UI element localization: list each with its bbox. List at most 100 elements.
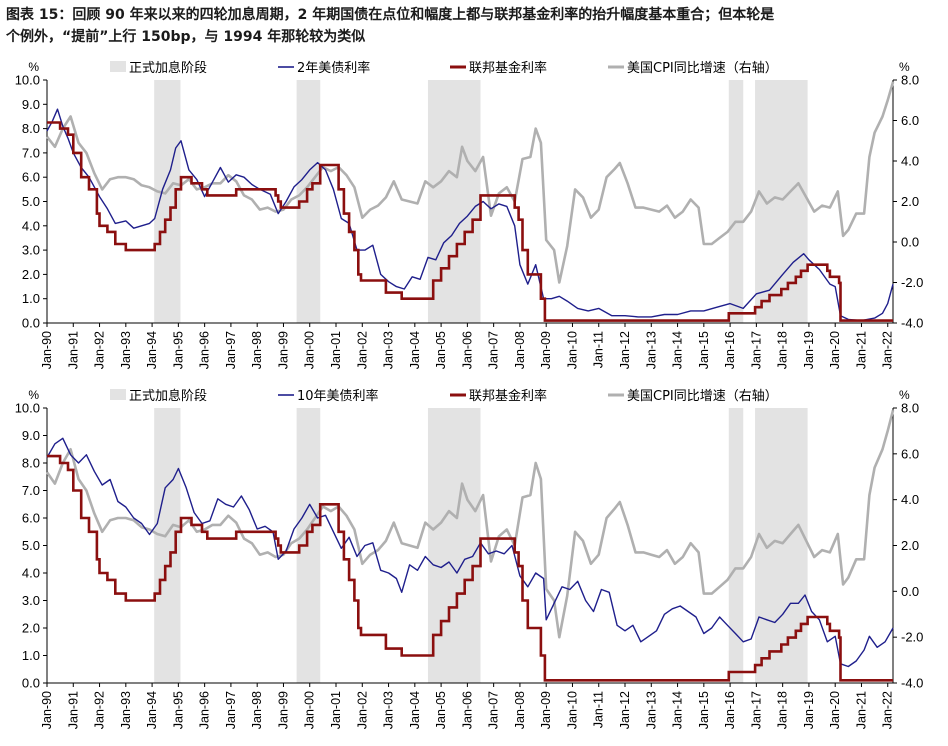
y2-tick-label: 2.0 <box>901 538 919 553</box>
y2-tick-label: -4.0 <box>901 316 923 331</box>
y-tick-label: 1.0 <box>22 291 40 306</box>
x-tick-label: Jan-09 <box>539 691 553 729</box>
x-tick-label: Jan-14 <box>671 331 685 369</box>
hike-period-shade-4 <box>755 408 808 683</box>
x-tick-label: Jan-09 <box>539 331 553 369</box>
x-tick-label: Jan-91 <box>66 691 80 729</box>
y-tick-label: 8.0 <box>22 456 40 471</box>
x-tick-label: Jan-03 <box>382 691 396 729</box>
y-tick-label: 6.0 <box>22 170 40 185</box>
figure-title-line2: 个例外，“提前”上行 150bp，与 1994 年那轮较为类似 <box>6 29 366 45</box>
cpi-line <box>45 409 895 639</box>
x-tick-label: Jan-19 <box>802 691 816 729</box>
x-tick-label: Jan-08 <box>513 691 527 729</box>
hike-period-shade-2 <box>427 408 481 683</box>
x-tick-label: Jan-11 <box>592 331 606 368</box>
x-tick-label: Jan-94 <box>145 331 159 369</box>
x-tick-label: Jan-08 <box>513 331 527 369</box>
x-tick-label: Jan-94 <box>145 691 159 729</box>
x-tick-label: Jan-00 <box>303 331 317 369</box>
legend-cpi-label: 美国CPI同比增速（右轴） <box>627 389 778 404</box>
y2-tick-label: 8.0 <box>901 73 919 88</box>
figure-title-line1: 图表 15：回顾 90 年来以来的四轮加息周期，2 年期国债在点位和幅度上都与联… <box>6 7 775 23</box>
x-tick-label: Jan-21 <box>854 331 868 369</box>
x-tick-label: Jan-13 <box>644 691 658 729</box>
fed-funds-rate-line <box>47 454 893 682</box>
x-tick-label: Jan-90 <box>40 331 54 369</box>
x-tick-label: Jan-14 <box>671 691 685 729</box>
x-tick-label: Jan-97 <box>224 331 238 369</box>
x-tick-label: Jan-03 <box>382 331 396 369</box>
y-tick-label: 10.0 <box>15 73 40 88</box>
hike-period-shade-4 <box>755 80 808 323</box>
x-tick-label: Jan-15 <box>697 691 711 729</box>
y-tick-label: 8.0 <box>22 121 40 136</box>
x-tick-label: Jan-93 <box>119 331 133 369</box>
hike-period-shade-3 <box>728 80 744 323</box>
x-tick-label: Jan-13 <box>644 331 658 369</box>
legend-hike-period-label: 正式加息阶段 <box>129 388 207 404</box>
x-tick-label: Jan-95 <box>171 691 185 729</box>
hike-period-shade-1 <box>296 408 321 683</box>
x-tick-label: Jan-93 <box>119 691 133 729</box>
y2-tick-label: 2.0 <box>901 194 919 209</box>
x-tick-label: Jan-05 <box>434 691 448 729</box>
x-tick-label: Jan-07 <box>487 331 501 369</box>
x-tick-label: Jan-99 <box>276 691 290 729</box>
x-tick-label: Jan-98 <box>250 331 264 369</box>
hike-period-shade-2 <box>427 80 481 323</box>
x-tick-label: Jan-04 <box>408 691 422 729</box>
legend-hike-period-swatch <box>110 61 126 72</box>
x-tick-label: Jan-01 <box>329 691 343 729</box>
x-tick-label: Jan-21 <box>854 691 868 729</box>
y2-tick-label: 6.0 <box>901 113 919 128</box>
legend-hike-period-swatch <box>110 389 126 400</box>
x-tick-label: Jan-96 <box>198 331 212 369</box>
x-tick-label: Jan-97 <box>224 691 238 729</box>
hike-period-shade-1 <box>296 80 321 323</box>
x-tick-label: Jan-99 <box>276 331 290 369</box>
y-tick-label: 4.0 <box>22 566 40 581</box>
legend-fed-funds-rate-label: 联邦基金利率 <box>469 60 547 76</box>
x-tick-label: Jan-16 <box>723 331 737 369</box>
y-tick-label: 5.0 <box>22 194 40 209</box>
y-tick-label: 7.0 <box>22 145 40 160</box>
right-unit-label: % <box>899 60 910 74</box>
legend-treasury-yield-label: 10年美债利率 <box>297 388 379 404</box>
x-tick-label: Jan-20 <box>828 331 842 369</box>
x-tick-label: Jan-91 <box>66 331 80 369</box>
figure-title: 图表 15：回顾 90 年来以来的四轮加息周期，2 年期国债在点位和幅度上都与联… <box>6 4 942 48</box>
x-tick-label: Jan-18 <box>776 691 790 729</box>
x-tick-label: Jan-10 <box>565 691 579 729</box>
x-tick-label: Jan-16 <box>723 691 737 729</box>
x-tick-label: Jan-18 <box>776 331 790 369</box>
y-tick-label: 0.0 <box>22 316 40 331</box>
x-tick-label: Jan-00 <box>303 691 317 729</box>
chart-10yr-treasury: 0.0 1.0 2.0 3.0 4.0 5.0 6.0 7.0 8.0 9.0 10.0 -4.0 -2… <box>15 388 924 729</box>
x-tick-label: Jan-02 <box>355 691 369 729</box>
x-tick-label: Jan-12 <box>618 331 632 369</box>
y2-tick-label: 6.0 <box>901 446 919 461</box>
hike-period-shade-3 <box>728 408 744 683</box>
y-tick-label: 6.0 <box>22 511 40 526</box>
x-tick-label: Jan-92 <box>93 331 107 369</box>
legend-hike-period-label: 正式加息阶段 <box>129 60 207 76</box>
y-tick-label: 0.0 <box>22 676 40 691</box>
x-tick-label: Jan-11 <box>592 691 606 728</box>
legend-treasury-yield-label: 2年美债利率 <box>297 60 370 76</box>
y-tick-label: 7.0 <box>22 483 40 498</box>
y-tick-label: 4.0 <box>22 218 40 233</box>
left-unit-label: % <box>28 60 39 74</box>
y2-tick-label: 4.0 <box>901 492 919 507</box>
y-tick-label: 9.0 <box>22 97 40 112</box>
y-tick-label: 2.0 <box>22 267 40 282</box>
x-tick-label: Jan-22 <box>881 691 895 729</box>
y-tick-label: 3.0 <box>22 243 40 258</box>
treasury-yield-line <box>46 437 894 668</box>
y2-tick-label: 0.0 <box>901 584 919 599</box>
x-tick-label: Jan-15 <box>697 331 711 369</box>
y-tick-label: 5.0 <box>22 538 40 553</box>
x-tick-label: Jan-96 <box>198 691 212 729</box>
fed-funds-rate-line <box>47 121 893 322</box>
